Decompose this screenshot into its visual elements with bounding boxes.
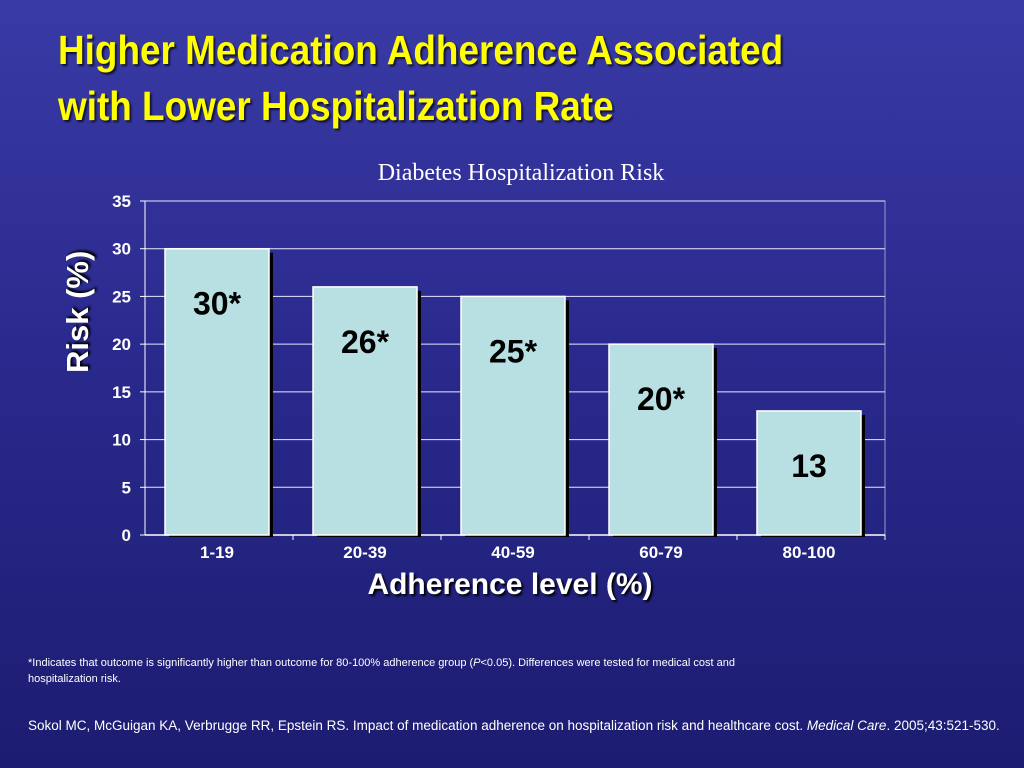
x-tick-label: 60-79	[639, 543, 682, 562]
y-tick-label: 10	[112, 431, 131, 450]
x-tick-label: 40-59	[491, 543, 534, 562]
y-axis-label: Risk (%)	[60, 250, 95, 373]
slide-title-line-2: with Lower Hospitalization Rate	[58, 83, 614, 129]
bar-data-label: 25*	[489, 333, 538, 369]
chart-title: Diabetes Hospitalization Risk	[377, 160, 665, 186]
bar-data-label: 13	[791, 448, 827, 484]
citation: Sokol MC, McGuigan KA, Verbrugge RR, Eps…	[28, 716, 1008, 736]
x-axis-label: Adherence level (%)	[367, 568, 653, 601]
footnote-text-end: <0.05). Differences were tested for medi…	[28, 657, 735, 685]
x-tick-label: 20-39	[343, 543, 386, 562]
y-tick-label: 15	[112, 383, 131, 402]
bar	[460, 295, 566, 536]
bar	[608, 343, 714, 536]
citation-authors-title: Sokol MC, McGuigan KA, Verbrugge RR, Eps…	[28, 718, 807, 733]
y-tick-label: 5	[122, 478, 131, 497]
bar-data-label: 20*	[637, 381, 686, 417]
footnote: *Indicates that outcome is significantly…	[28, 655, 788, 687]
footnote-text-start: *Indicates that outcome is significantly…	[28, 657, 474, 669]
bar	[164, 247, 270, 536]
y-tick-label: 0	[122, 526, 131, 545]
slide-title-line-1: Higher Medication Adherence Associated	[58, 27, 784, 73]
slide-title: Higher Medication Adherence Associated w…	[58, 22, 868, 134]
citation-journal: Medical Care	[806, 718, 887, 733]
x-tick-label: 1-19	[200, 543, 234, 562]
footnote-p-symbol: P	[473, 657, 481, 669]
bar-data-label: 26*	[341, 324, 390, 360]
y-tick-label: 25	[112, 287, 131, 306]
x-tick-label: 80-100	[783, 543, 836, 562]
bar	[312, 286, 418, 536]
bar	[756, 410, 862, 536]
y-tick-label: 20	[112, 335, 131, 354]
bar-data-label: 30*	[193, 286, 242, 322]
y-tick-label: 30	[112, 240, 131, 259]
citation-volume: . 2005;43:521-530.	[886, 718, 1000, 733]
y-tick-label: 35	[112, 192, 131, 211]
